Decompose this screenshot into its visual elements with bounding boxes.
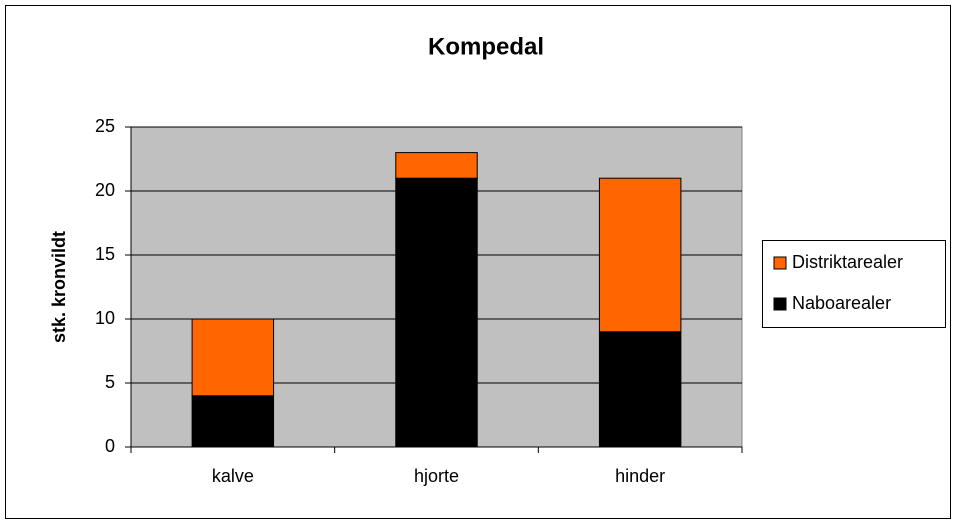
legend-swatch — [773, 256, 787, 270]
y-tick-label: 10 — [95, 308, 115, 328]
y-tick-label: 20 — [95, 180, 115, 200]
x-tick-label: hinder — [615, 466, 665, 486]
chart-title: Kompedal — [428, 33, 544, 60]
legend — [762, 240, 946, 328]
legend-label: Distriktarealer — [792, 252, 903, 272]
bar-segment — [598, 331, 682, 448]
bar-segment — [191, 395, 275, 448]
y-axis-label: stk. kronvildt — [49, 231, 69, 343]
x-tick-label: kalve — [212, 466, 254, 486]
y-tick-label: 0 — [105, 436, 115, 456]
bar-segment — [598, 177, 682, 333]
y-tick-label: 5 — [105, 372, 115, 392]
y-tick-label: 25 — [95, 116, 115, 136]
y-tick-label: 15 — [95, 244, 115, 264]
legend-label: Naboarealer — [792, 293, 891, 313]
legend-swatch — [773, 297, 787, 311]
bar-segment — [191, 318, 275, 397]
bar-segment — [395, 177, 478, 448]
x-tick-label: hjorte — [414, 466, 459, 486]
bar-segment — [395, 152, 478, 179]
